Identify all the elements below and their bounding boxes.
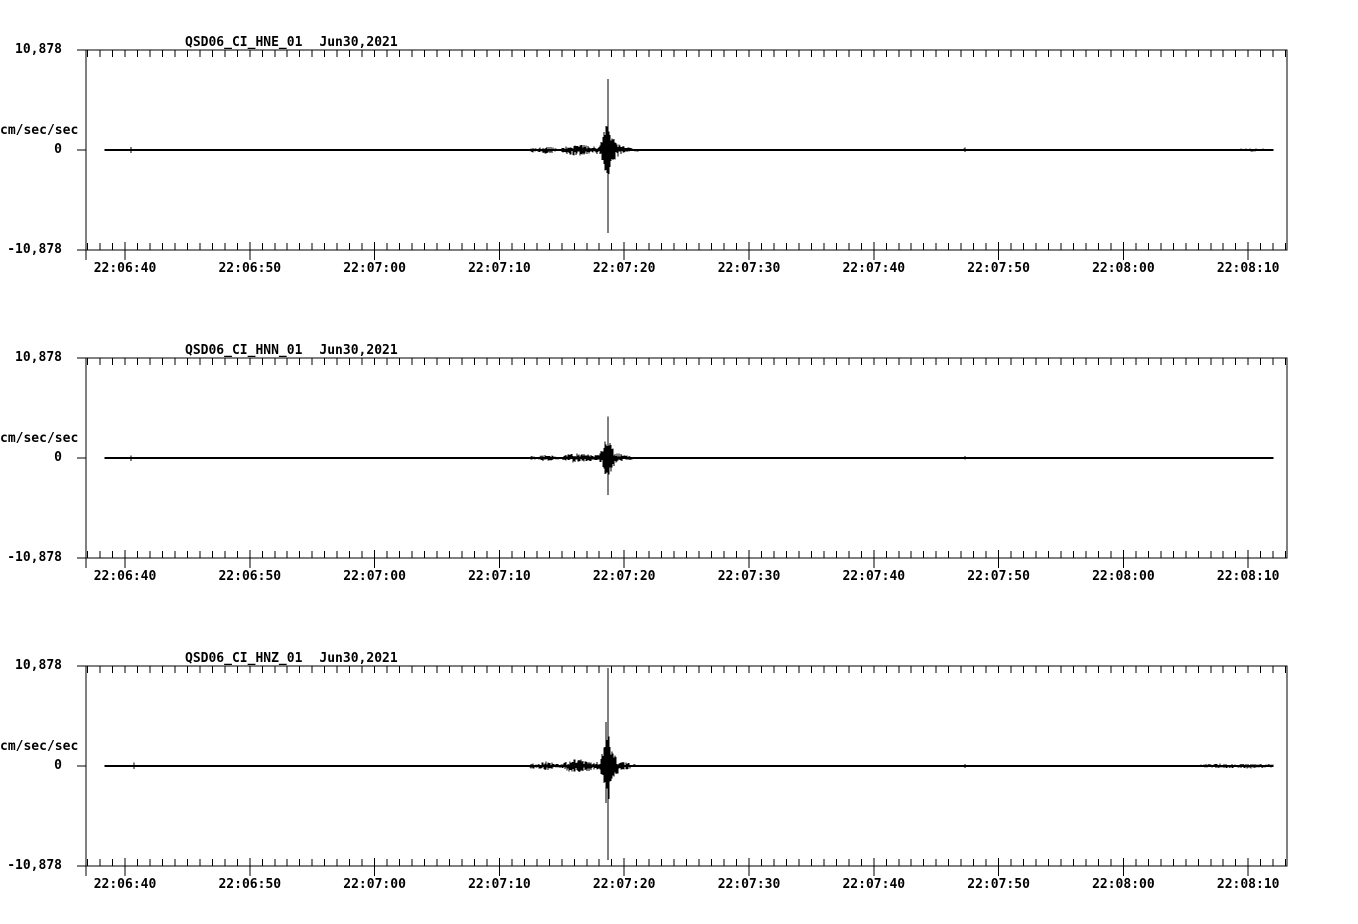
trace-date-label: Jun30,2021 [319, 343, 398, 358]
x-axis-tick-label: 22:07:00 [343, 569, 406, 584]
x-axis-tick-label: 22:07:20 [592, 569, 656, 584]
trace-date-label: Jun30,2021 [319, 35, 398, 50]
x-axis-tick-label: 22:08:10 [1216, 877, 1280, 892]
trace-title-row: QSD06_CI_HNZ_01 Jun30,2021 [185, 651, 398, 666]
x-axis-tick-label: 22:07:40 [842, 569, 906, 584]
y-axis-min-label: -10,878 [7, 242, 62, 257]
x-axis-tick-label: 22:08:10 [1216, 261, 1280, 276]
x-axis-tick-label: 22:07:50 [967, 569, 1030, 584]
trace-title-row: QSD06_CI_HNE_01 Jun30,2021 [185, 35, 398, 50]
x-axis-tick-label: 22:07:30 [717, 261, 781, 276]
x-axis-tick-label: 22:07:30 [717, 877, 781, 892]
x-axis-tick-label: 22:07:40 [842, 261, 906, 276]
x-axis-tick-label: 22:06:50 [218, 569, 282, 584]
x-axis-tick-label: 22:06:40 [93, 569, 157, 584]
x-axis-tick-label: 22:07:20 [592, 877, 656, 892]
x-axis-tick-label: 22:07:50 [967, 261, 1030, 276]
y-axis-unit-label: cm/sec/sec [0, 739, 79, 754]
y-axis-min-label: -10,878 [7, 858, 62, 873]
y-axis-unit-label: cm/sec/sec [0, 123, 79, 138]
x-axis-tick-label: 22:07:10 [468, 569, 531, 584]
y-axis-unit-label: cm/sec/sec [0, 431, 79, 446]
y-axis-zero-label: 0 [54, 450, 62, 465]
x-axis-tick-label: 22:07:10 [468, 877, 531, 892]
y-axis-max-label: 10,878 [15, 658, 62, 673]
trace-title: QSD06_CI_HNZ_01 [185, 651, 303, 666]
y-axis-zero-label: 0 [54, 142, 62, 157]
x-axis-tick-label: 22:07:00 [343, 877, 406, 892]
x-axis-tick-label: 22:06:40 [93, 877, 157, 892]
x-axis-tick-label: 22:07:40 [842, 877, 906, 892]
x-axis-tick-label: 22:08:10 [1216, 569, 1280, 584]
y-axis-max-label: 10,878 [15, 42, 62, 57]
trace-title-row: QSD06_CI_HNN_01 Jun30,2021 [185, 343, 398, 358]
x-axis-tick-label: 22:08:00 [1092, 261, 1155, 276]
x-axis-tick-label: 22:08:00 [1092, 569, 1155, 584]
x-axis-tick-label: 22:08:00 [1092, 877, 1155, 892]
x-axis-tick-label: 22:07:20 [592, 261, 656, 276]
trace-date-label: Jun30,2021 [319, 651, 398, 666]
trace-title: QSD06_CI_HNE_01 [185, 35, 303, 50]
x-axis-tick-label: 22:06:50 [218, 877, 282, 892]
x-axis-tick-label: 22:07:00 [343, 261, 406, 276]
x-axis-tick-label: 22:06:40 [93, 261, 157, 276]
x-axis-tick-label: 22:07:30 [717, 569, 781, 584]
y-axis-min-label: -10,878 [7, 550, 62, 565]
y-axis-max-label: 10,878 [15, 350, 62, 365]
x-axis-tick-label: 22:07:10 [468, 261, 531, 276]
x-axis-tick-label: 22:06:50 [218, 261, 282, 276]
x-axis-tick-label: 22:07:50 [967, 877, 1030, 892]
trace-title: QSD06_CI_HNN_01 [185, 343, 303, 358]
y-axis-zero-label: 0 [54, 758, 62, 773]
